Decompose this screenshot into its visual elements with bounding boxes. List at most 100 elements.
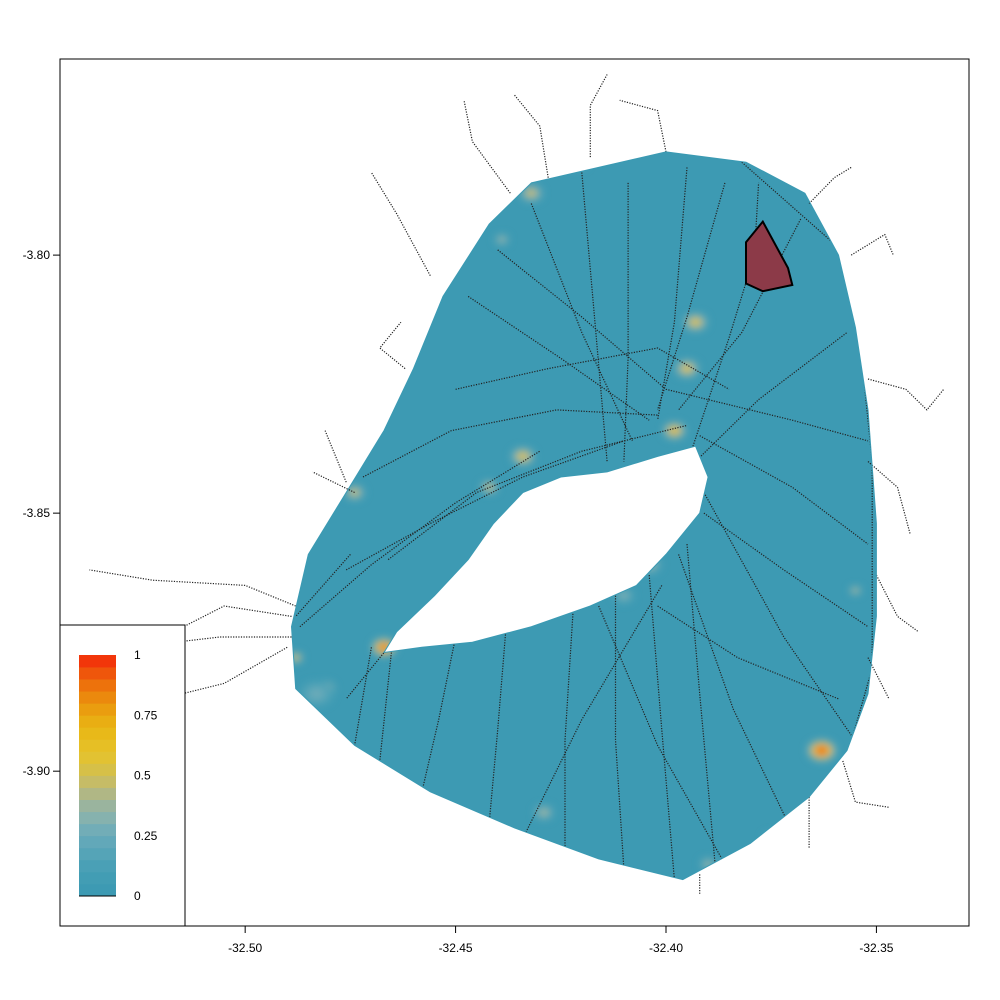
legend-bin <box>79 859 116 873</box>
legend-bin <box>79 775 116 788</box>
legend-bin <box>79 679 116 692</box>
track-line <box>455 347 730 390</box>
legend-bin <box>79 691 116 704</box>
density-hotspot <box>739 151 761 160</box>
legend-bin <box>79 703 116 716</box>
legend-bin <box>79 655 116 668</box>
legend-bin <box>79 835 116 849</box>
legend-bin <box>79 847 116 861</box>
density-hotspot <box>747 151 753 154</box>
density-hotspot <box>541 810 547 815</box>
legend-label: 1 <box>134 648 141 662</box>
legend-label: 0 <box>134 889 141 903</box>
density-hotspot <box>762 832 780 845</box>
legend-bin <box>79 667 116 680</box>
track-line <box>295 554 351 617</box>
track-line <box>522 585 663 839</box>
legend-bin <box>79 787 116 800</box>
outer-track-line <box>867 378 945 411</box>
legend-label: 0.75 <box>134 708 158 722</box>
outer-track-line <box>370 172 431 276</box>
track-line <box>467 295 650 421</box>
track-line <box>686 544 718 880</box>
legend-bin <box>79 823 116 837</box>
density-hotspot <box>744 151 756 156</box>
track-line <box>488 626 507 823</box>
x-tick-label: -32.45 <box>439 941 473 955</box>
x-tick-label: -32.40 <box>649 941 683 955</box>
track-line <box>362 409 658 478</box>
track-line <box>648 575 675 880</box>
density-hotspot <box>500 238 504 242</box>
island-edge <box>290 151 877 881</box>
density-hotspot <box>767 835 776 842</box>
legend-bin <box>79 799 116 813</box>
track-line <box>699 435 869 545</box>
density-hotspot <box>683 366 691 371</box>
density-raster <box>291 151 877 880</box>
track-line <box>387 424 688 561</box>
legend-bin <box>79 715 116 728</box>
track-line <box>354 647 372 746</box>
track-line <box>623 182 629 462</box>
track-line <box>703 492 852 736</box>
density-hotspot <box>380 644 388 650</box>
track-line <box>598 605 726 865</box>
outer-track-line <box>875 574 919 633</box>
density-hotspot <box>519 454 527 459</box>
track-line <box>421 636 457 792</box>
outer-track-line <box>312 471 355 494</box>
outer-track-line <box>89 569 296 607</box>
legend-bin <box>79 871 116 885</box>
track-line <box>379 642 394 761</box>
legend: 1 0.75 0.5 0.25 0 <box>59 624 186 927</box>
track-line <box>678 554 789 824</box>
outer-track-line <box>514 94 549 178</box>
track-line <box>657 605 839 700</box>
track-line <box>299 450 541 628</box>
outer-track-line <box>463 100 511 194</box>
density-hotspot <box>742 151 759 158</box>
legend-bin <box>79 739 116 752</box>
x-axis: -32.50 -32.45 -32.40 -32.35 <box>228 926 894 955</box>
track-line <box>695 332 848 462</box>
outer-track-line <box>379 321 406 370</box>
outer-track-line <box>867 461 911 534</box>
highlight-polygon <box>745 219 794 293</box>
y-tick-label: -3.80 <box>23 248 51 262</box>
outer-track-line <box>850 233 894 256</box>
density-hotspot <box>769 836 774 840</box>
density-hotspot <box>692 319 699 325</box>
density-hotspot <box>312 690 321 697</box>
outer-track-line <box>808 166 852 204</box>
density-hotspot <box>293 656 298 659</box>
legend-bin <box>79 763 116 776</box>
y-tick-label: -3.90 <box>23 764 51 778</box>
y-axis: -3.80 -3.85 -3.90 <box>23 248 60 778</box>
y-tick-label: -3.85 <box>23 506 51 520</box>
density-hotspot <box>575 160 581 165</box>
density-background <box>291 151 877 880</box>
track-line <box>690 182 760 452</box>
legend-bin <box>79 727 116 740</box>
density-hotspot <box>764 833 778 843</box>
legend-colorbar <box>79 655 116 897</box>
track-line <box>345 440 625 571</box>
density-hotspot <box>528 191 535 196</box>
outer-track-line <box>324 430 347 483</box>
density-hotspot <box>567 154 589 171</box>
outer-track-line <box>842 760 890 808</box>
outer-track-line <box>589 74 608 158</box>
track-line <box>564 605 574 854</box>
legend-bin <box>79 811 116 825</box>
legend-bin <box>79 883 116 897</box>
legend-bin <box>79 751 116 764</box>
density-hotspot <box>853 589 858 592</box>
legend-label: 0.5 <box>134 769 151 783</box>
outer-track-line <box>619 99 667 153</box>
density-hotspot <box>646 562 653 568</box>
legend-label: 0.25 <box>134 829 158 843</box>
x-tick-label: -32.50 <box>228 941 262 955</box>
density-hotspot <box>671 428 678 433</box>
